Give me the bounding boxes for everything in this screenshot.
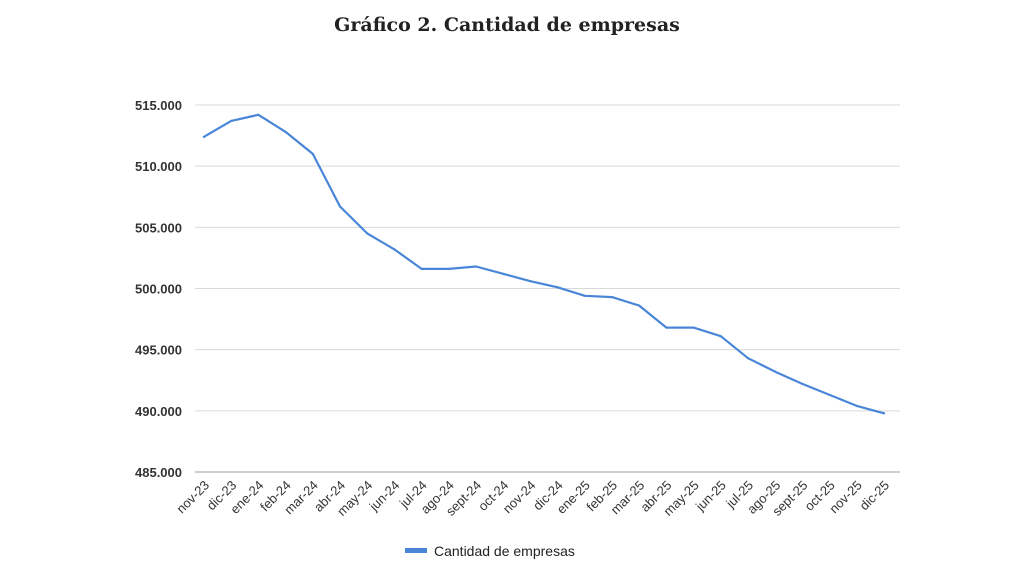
- data-point: [801, 382, 804, 386]
- data-point: [638, 304, 641, 307]
- y-tick-label: 500.000: [135, 282, 182, 297]
- y-tick-label: 505.000: [135, 220, 182, 235]
- data-point: [719, 335, 722, 338]
- data-point: [828, 393, 831, 397]
- series-layer: [202, 113, 886, 415]
- data-point: [610, 295, 614, 299]
- x-tick-label: nov-23: [173, 478, 212, 517]
- data-point: [338, 205, 342, 208]
- data-point: [202, 135, 206, 138]
- data-point: [366, 232, 369, 235]
- data-point: [855, 404, 858, 408]
- data-point: [311, 152, 314, 156]
- y-tick-label: 485.000: [135, 465, 182, 480]
- data-point: [420, 267, 423, 271]
- y-tick-label: 515.000: [135, 98, 182, 113]
- chart-title: Gráfico 2. Cantidad de empresas: [334, 14, 680, 36]
- x-axis-ticks: nov-23dic-23ene-24feb-24mar-24abr-24may-…: [173, 478, 892, 519]
- y-axis-ticks: 485.000 490.000 495.000 500.000 505.000 510.0…: [135, 98, 182, 480]
- data-point: [474, 265, 478, 268]
- data-point: [502, 272, 505, 275]
- x-tick-label: jun-25: [692, 478, 729, 515]
- y-tick-label: 510.000: [135, 159, 182, 174]
- data-point: [284, 130, 287, 134]
- legend-swatch: [405, 548, 427, 553]
- x-tick-label: dic-25: [856, 478, 892, 514]
- data-point: [882, 412, 886, 415]
- series-line: [202, 113, 886, 415]
- gridlines: [195, 104, 900, 473]
- data-point: [447, 267, 450, 271]
- data-point: [774, 370, 777, 373]
- x-tick-label: jun-24: [366, 478, 403, 515]
- data-point: [665, 326, 668, 329]
- data-point: [556, 286, 559, 289]
- data-point: [746, 357, 750, 360]
- data-point: [230, 119, 233, 123]
- data-point: [393, 248, 396, 251]
- data-point: [257, 113, 260, 116]
- legend-label: Cantidad de empresas: [434, 543, 575, 559]
- y-tick-label: 495.000: [135, 343, 182, 358]
- data-point: [692, 326, 695, 329]
- data-point: [583, 294, 586, 297]
- data-point: [529, 280, 532, 283]
- y-tick-label: 490.000: [135, 404, 182, 419]
- legend: Cantidad de empresas: [405, 543, 575, 559]
